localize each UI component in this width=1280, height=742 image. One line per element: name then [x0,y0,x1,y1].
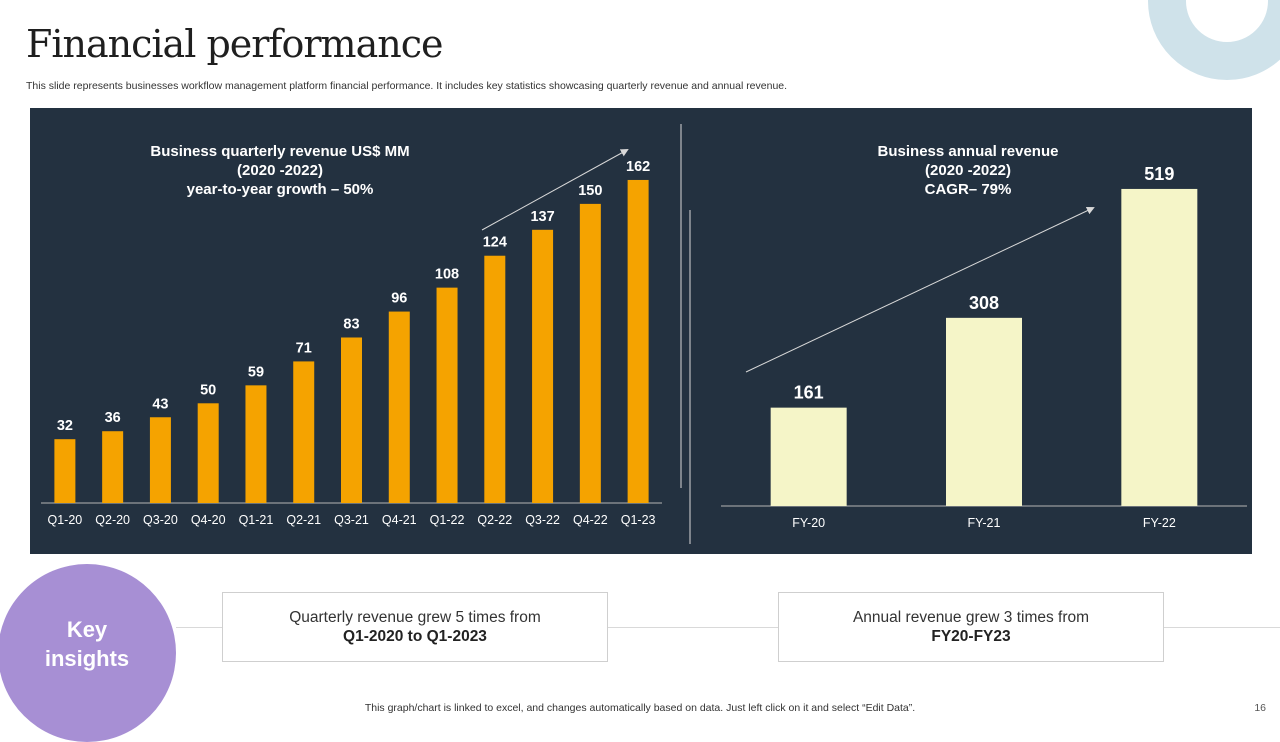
quarterly-bar-q2-22[interactable] [484,255,506,503]
annual-tick-label-fy-22: FY-22 [1143,516,1176,530]
insight-box-annual: Annual revenue grew 3 times from FY20-FY… [778,592,1164,662]
quarterly-tick-label-q1-20: Q1-20 [48,513,83,527]
quarterly-bar-q2-20[interactable] [102,431,124,503]
annual-chart-title: Business annual revenue (2020 -2022) CAG… [808,142,1128,199]
key-insights-badge: Key insights [0,564,176,742]
annual-data-label-fy-22: 519 [1144,164,1174,184]
insights-connector-left [176,627,222,628]
footer-note: This graph/chart is linked to excel, and… [364,702,916,714]
annual-bar-fy-22[interactable] [1121,188,1198,506]
quarterly-data-label-q3-22: 137 [530,209,554,225]
quarterly-data-label-q2-22: 124 [483,235,507,251]
quarterly-tick-label-q1-21: Q1-21 [239,513,274,527]
annual-revenue-chart: 161 FY-20 308 FY-21 519 FY-22 [721,164,1247,530]
quarterly-tick-label-q4-22: Q4-22 [573,513,608,527]
quarterly-data-label-q2-20: 36 [105,410,121,426]
quarterly-data-label-q2-21: 71 [296,340,312,356]
quarterly-data-label-q4-22: 150 [578,183,602,199]
key-insights-label-line-2: insights [44,646,130,671]
page-title: Financial performance [26,22,443,66]
charts-svg[interactable]: 32 Q1-20 36 Q2-20 43 Q3-20 50 Q4-20 59 Q1-21 71 Q2-… [30,108,1252,554]
quarterly-data-label-q1-21: 59 [248,364,264,380]
insight-annual-period: FY20-FY23 [931,628,1011,645]
annual-growth-arrow [745,206,1095,373]
quarterly-tick-label-q3-22: Q3-22 [525,513,560,527]
quarterly-data-label-q3-21: 83 [343,316,359,332]
key-insights-label-line-1: Key [66,617,108,642]
annual-data-label-fy-21: 308 [969,293,999,313]
insight-annual-text: Annual revenue grew 3 times from [852,609,1090,626]
quarterly-data-label-q4-20: 50 [200,382,216,398]
annual-title-line-2: (2020 -2022) [925,162,1011,179]
annual-data-label-fy-20: 161 [794,383,824,403]
insights-connector-middle [607,627,778,628]
quarterly-bar-q3-22[interactable] [532,229,554,503]
quarterly-bar-q2-21[interactable] [293,361,315,503]
quarterly-revenue-chart: 32 Q1-20 36 Q2-20 43 Q3-20 50 Q4-20 59 Q1-21 71 Q2-… [41,159,662,527]
page-subtitle: This slide represents businesses workflo… [26,80,788,92]
insight-quarterly-text: Quarterly revenue grew 5 times from [289,609,541,626]
quarterly-bar-q3-21[interactable] [341,337,362,503]
quarterly-title-line-2: (2020 -2022) [237,162,323,179]
quarterly-bar-q4-20[interactable] [197,403,219,503]
quarterly-bar-q1-20[interactable] [54,439,76,503]
insight-quarterly-period: Q1-2020 to Q1-2023 [343,628,487,645]
quarterly-tick-label-q2-22: Q2-22 [477,513,512,527]
quarterly-chart-title: Business quarterly revenue US$ MM (2020 … [90,142,470,199]
quarterly-bar-q3-20[interactable] [149,417,171,503]
insight-box-quarterly: Quarterly revenue grew 5 times from Q1-2… [222,592,608,662]
quarterly-growth-arrow [481,149,629,231]
quarterly-tick-label-q1-22: Q1-22 [430,513,465,527]
quarterly-title-line-1: Business quarterly revenue US$ MM [150,143,410,160]
quarterly-bar-q1-22[interactable] [436,287,458,503]
quarterly-data-label-q3-20: 43 [152,396,168,412]
annual-title-line-3: CAGR– 79% [924,181,1012,198]
quarterly-tick-label-q1-23: Q1-23 [621,513,656,527]
quarterly-tick-label-q2-20: Q2-20 [95,513,130,527]
quarterly-bar-q1-23[interactable] [627,179,649,503]
quarterly-tick-label-q2-21: Q2-21 [286,513,321,527]
quarterly-tick-label-q3-20: Q3-20 [143,513,178,527]
quarterly-bar-q4-21[interactable] [388,311,410,503]
annual-tick-label-fy-21: FY-21 [968,516,1001,530]
annual-tick-label-fy-20: FY-20 [792,516,825,530]
quarterly-tick-label-q3-21: Q3-21 [334,513,369,527]
quarterly-tick-label-q4-20: Q4-20 [191,513,226,527]
insights-connector-right [1163,627,1280,628]
quarterly-data-label-q1-20: 32 [57,418,73,434]
quarterly-data-label-q1-23: 162 [626,159,650,175]
quarterly-data-label-q1-22: 108 [435,267,459,283]
annual-bar-fy-20[interactable] [770,407,847,506]
charts-panel: 32 Q1-20 36 Q2-20 43 Q3-20 50 Q4-20 59 Q1-21 71 Q2-… [30,108,1252,554]
quarterly-bar-q4-22[interactable] [579,203,601,503]
quarterly-tick-label-q4-21: Q4-21 [382,513,417,527]
page-number: 16 [1254,702,1266,714]
quarterly-title-line-3: year-to-year growth – 50% [186,181,374,198]
decorative-ring [1148,0,1280,80]
annual-bar-fy-21[interactable] [946,317,1022,506]
annual-title-line-1: Business annual revenue [877,143,1059,160]
quarterly-bar-q1-21[interactable] [245,385,267,503]
quarterly-data-label-q4-21: 96 [391,291,407,307]
